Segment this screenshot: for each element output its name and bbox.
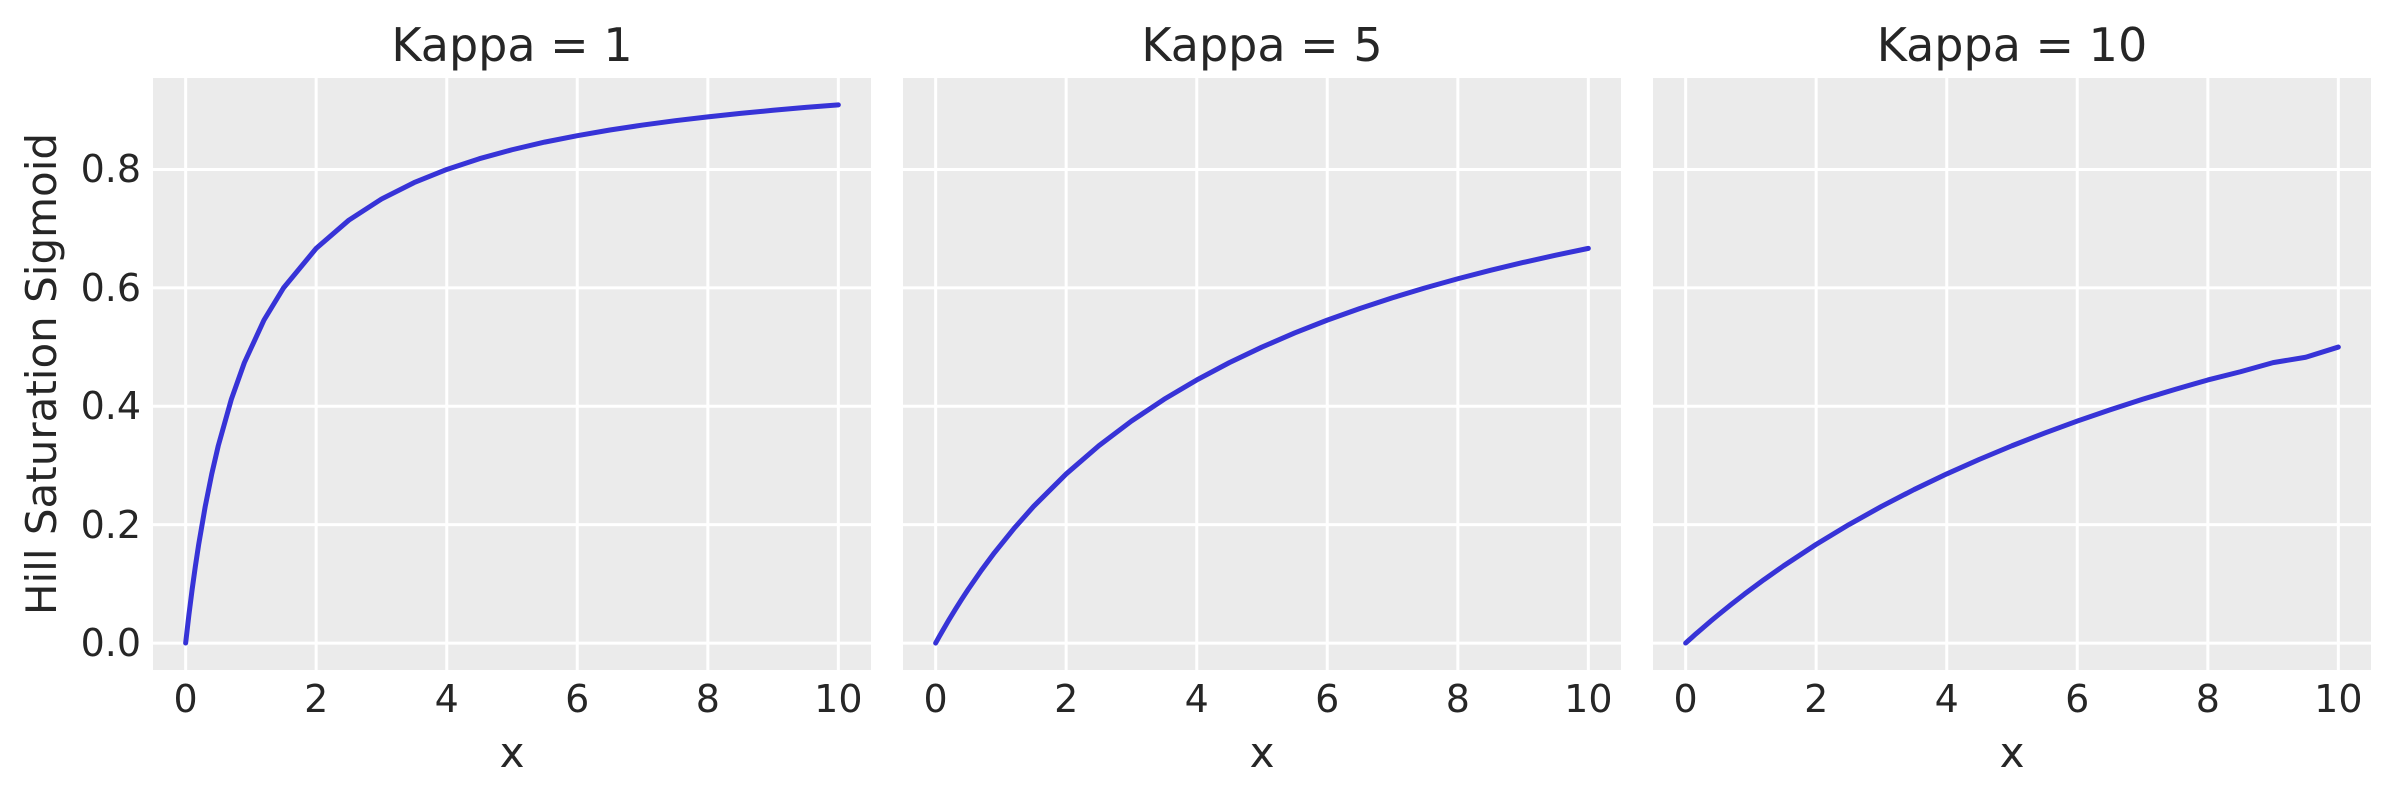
x-tick-label: 4 — [434, 677, 459, 721]
x-tick-label: 0 — [1673, 677, 1698, 721]
x-tick-label: 6 — [1315, 677, 1340, 721]
y-tick-label: 0.2 — [80, 502, 141, 547]
x-tick-label: 8 — [695, 677, 720, 721]
x-tick-label: 2 — [1804, 677, 1829, 721]
x-tick-labels: 0 2 4 6 8 10 — [1653, 676, 2371, 722]
y-tick-label: 0.4 — [80, 384, 141, 429]
panel-kappa-10: Kappa = 10 0 2 4 6 8 10 x — [1653, 0, 2371, 800]
panel-title: Kappa = 1 — [391, 18, 633, 72]
plot-area — [903, 78, 1621, 670]
x-tick-label: 0 — [173, 677, 198, 721]
x-axis-label: x — [499, 728, 525, 777]
x-tick-label: 6 — [2065, 677, 2090, 721]
panel-kappa-5: Kappa = 5 0 2 4 6 8 10 x — [903, 0, 1621, 800]
axes-background — [153, 78, 871, 670]
plot-area — [153, 78, 871, 670]
x-tick-labels: 0 2 4 6 8 10 — [153, 676, 871, 722]
y-tick-labels: 0.0 0.2 0.4 0.6 0.8 — [0, 0, 141, 800]
y-tick-label: 0.6 — [80, 265, 141, 310]
x-tick-label: 4 — [1184, 677, 1209, 721]
x-tick-label: 10 — [814, 677, 863, 721]
x-tick-label: 6 — [565, 677, 590, 721]
hill-saturation-curve — [183, 102, 841, 646]
hill-saturation-curve — [933, 245, 1591, 646]
x-tick-label: 10 — [2314, 677, 2363, 721]
x-tick-label: 2 — [1054, 677, 1079, 721]
panel-title: Kappa = 5 — [1141, 18, 1383, 72]
panel-title: Kappa = 10 — [1876, 18, 2148, 72]
x-tick-label: 8 — [1445, 677, 1470, 721]
x-axis-label: x — [1999, 728, 2025, 777]
x-tick-labels: 0 2 4 6 8 10 — [903, 676, 1621, 722]
hill-saturation-curve — [1683, 344, 2341, 646]
x-tick-label: 10 — [1564, 677, 1613, 721]
x-tick-label: 8 — [2195, 677, 2220, 721]
x-axis-label: x — [1249, 728, 1275, 777]
panel-kappa-1: Kappa = 1 0 2 4 6 8 10 x — [153, 0, 871, 800]
x-tick-label: 2 — [304, 677, 329, 721]
y-tick-label: 0.8 — [80, 147, 141, 192]
plot-area — [1653, 78, 2371, 670]
axes-background — [903, 78, 1621, 670]
x-tick-label: 0 — [923, 677, 948, 721]
x-tick-label: 4 — [1934, 677, 1959, 721]
y-tick-label: 0.0 — [80, 621, 141, 666]
